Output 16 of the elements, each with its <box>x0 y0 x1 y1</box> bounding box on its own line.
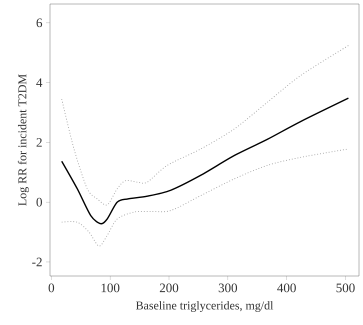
x-tick-label: 0 <box>48 284 54 292</box>
line-series <box>61 45 349 206</box>
y-tick-label: 2 <box>36 138 42 147</box>
x-tick-label: 400 <box>277 284 296 292</box>
y-tick-label: 4 <box>36 78 42 87</box>
y-axis-title: Log RR for incident T2DM <box>18 74 29 206</box>
line-series <box>61 148 349 247</box>
y-tick-label: 6 <box>36 18 42 28</box>
x-axis-title: Baseline triglycerides, mg/dl <box>136 301 274 312</box>
x-tick-label: 300 <box>218 284 238 292</box>
line-series <box>61 97 350 224</box>
x-tick-label: 200 <box>160 284 178 292</box>
y-tick-label: -2 <box>32 258 42 266</box>
x-tick-label: 500 <box>336 284 355 292</box>
y-tick-label: 0 <box>36 198 42 207</box>
x-tick-label: 100 <box>102 284 120 292</box>
